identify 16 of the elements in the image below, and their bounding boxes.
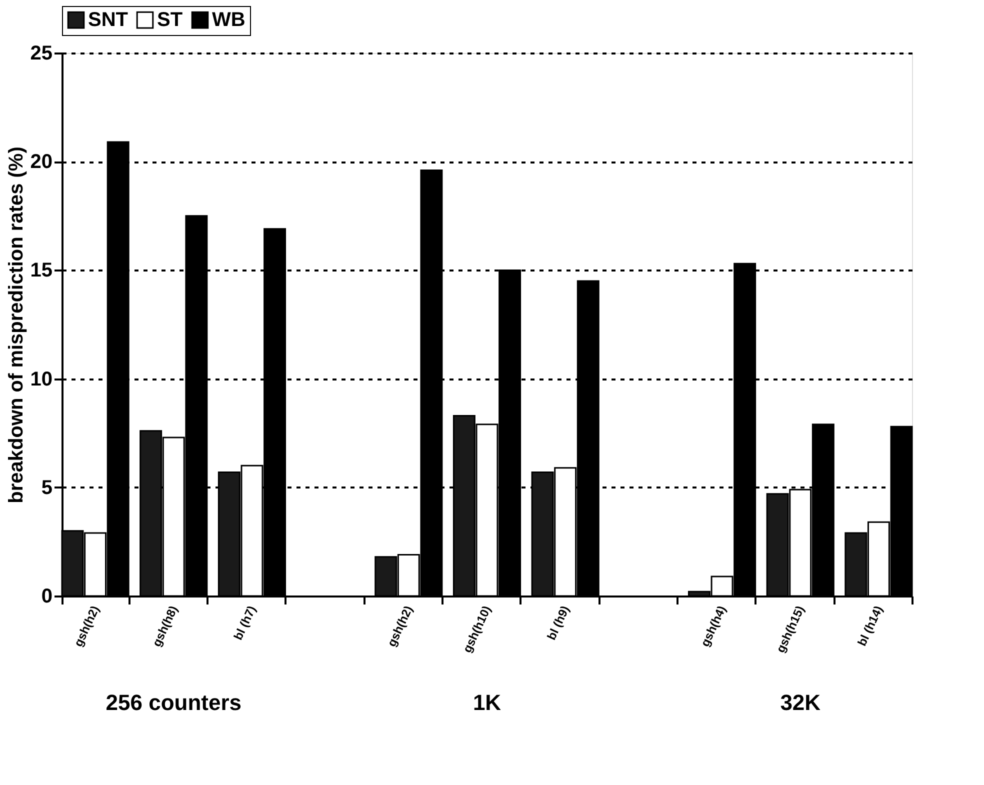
x-tick-label: bl (h9) bbox=[544, 604, 572, 642]
legend-label: ST bbox=[157, 9, 183, 32]
y-tick-label: 25 bbox=[30, 42, 52, 64]
y-axis-title: breakdown of misprediction rates (%) bbox=[5, 146, 28, 504]
y-tick-label: 20 bbox=[30, 151, 52, 174]
x-tick-label: bl (h7) bbox=[230, 604, 259, 642]
y-tick-label: 0 bbox=[41, 586, 52, 608]
y-tick-label: 5 bbox=[41, 476, 52, 499]
y-tick-label: 15 bbox=[30, 260, 52, 282]
legend-label: WB bbox=[212, 9, 246, 32]
legend-label: SNT bbox=[88, 9, 128, 32]
y-tick-label: 10 bbox=[30, 368, 52, 390]
text: 32K bbox=[780, 690, 821, 715]
text: 256 counters bbox=[106, 690, 242, 715]
x-tick-label: bl (h14) bbox=[854, 604, 886, 648]
text: 1K bbox=[472, 690, 502, 715]
